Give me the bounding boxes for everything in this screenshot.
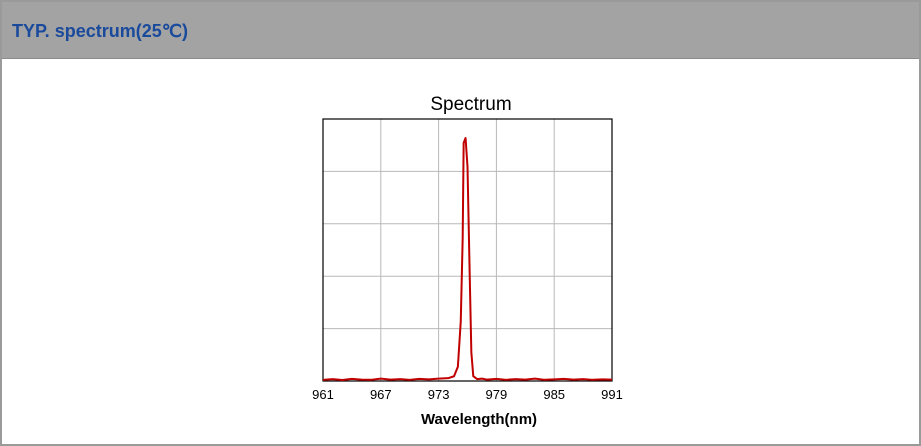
panel-title: TYP. spectrum(25℃) <box>12 21 188 41</box>
x-axis-label: Wavelength(nm) <box>421 411 537 428</box>
x-tick-label: 979 <box>486 387 508 402</box>
x-tick-label: 967 <box>370 387 392 402</box>
plot-frame <box>322 118 613 382</box>
chart-title: Spectrum <box>430 94 511 115</box>
x-tick-label: 973 <box>428 387 450 402</box>
spectrum-series-line <box>322 137 613 382</box>
x-tick-label: 961 <box>312 387 334 402</box>
panel-header: TYP. spectrum(25℃) <box>2 2 919 59</box>
spectrum-chart: Spectrum 961 967 973 979 985 991 Wavelength(n… <box>299 76 627 434</box>
x-tick-label: 985 <box>543 387 565 402</box>
chart-svg: Spectrum 961 967 973 979 985 991 Wavelength(n… <box>299 76 627 434</box>
x-tick-label: 991 <box>601 387 623 402</box>
